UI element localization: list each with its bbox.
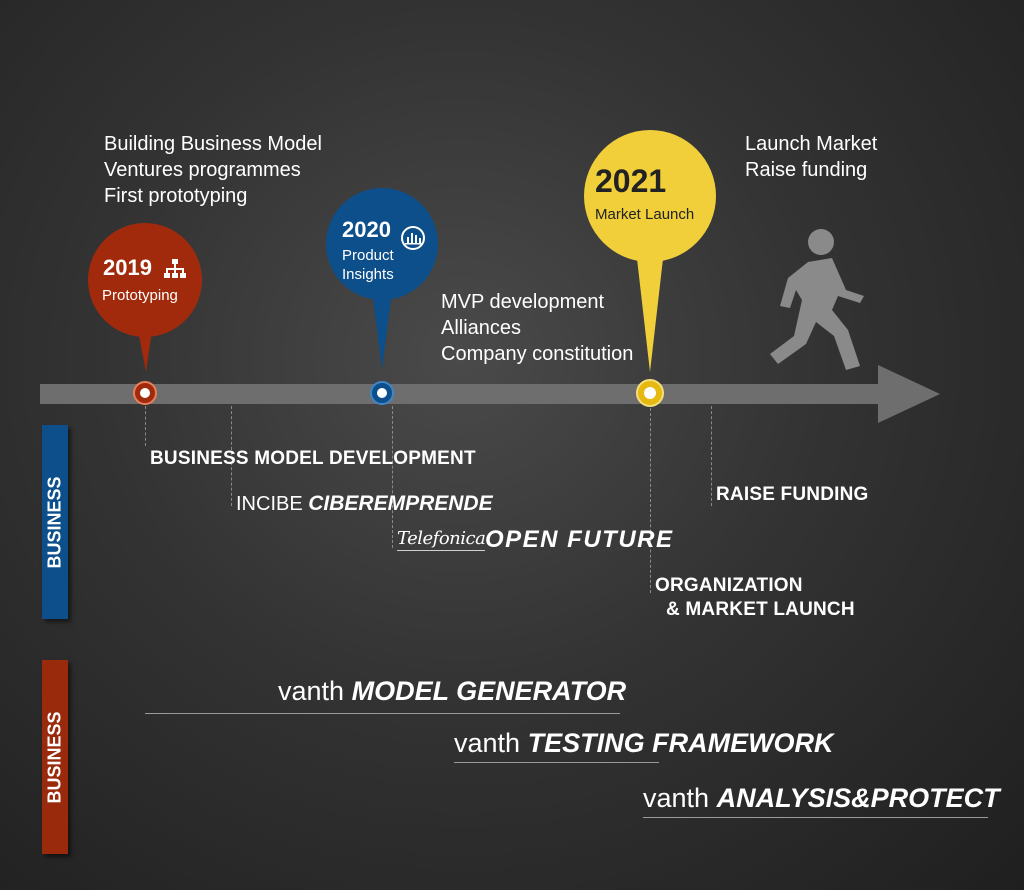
- guide-line: [231, 406, 232, 506]
- notes-2019: Building Business Model Ventures program…: [104, 133, 322, 207]
- pin-2020: [326, 188, 438, 370]
- product-underline: [145, 713, 620, 714]
- guide-line: [650, 408, 651, 593]
- year-2019: 2019: [103, 255, 152, 280]
- milestone-label-2021: Market Launch: [595, 206, 695, 223]
- business-model-development: BUSINESS MODEL DEVELOPMENT: [150, 448, 476, 469]
- ciberemprende-logo: CIBEREMPRENDE: [308, 492, 493, 515]
- guide-line: [711, 406, 712, 506]
- pin-2021: [584, 130, 716, 372]
- org-chart-icon: [164, 259, 186, 278]
- bar-chart-icon: [401, 226, 425, 250]
- open-future-logo: OPEN FUTURE: [485, 526, 674, 553]
- notes-2021: Launch Market Raise funding: [745, 133, 878, 181]
- guide-line: [145, 406, 146, 446]
- product-testing-framework: vanth TESTING FRAMEWORK: [454, 728, 834, 758]
- product-underline: [454, 762, 659, 763]
- milestone-label-2020: Product Insights: [342, 247, 394, 283]
- product-underline: [643, 817, 988, 818]
- incibe-label: INCIBE: [236, 493, 303, 515]
- year-2021: 2021: [595, 163, 667, 199]
- guide-line: [392, 406, 393, 548]
- walking-person-icon: [770, 229, 864, 370]
- pin-2019: [88, 223, 202, 372]
- product-analysis-protect: vanth ANALYSIS&PROTECT: [643, 783, 1000, 813]
- milestone-label-2019: Prototyping: [102, 287, 178, 304]
- side-label-business-blue: BUSINESS: [42, 425, 68, 619]
- notes-2020: MVP development Alliances Company consti…: [441, 291, 634, 365]
- side-label-business-red: BUSINESS: [42, 660, 68, 854]
- year-2020: 2020: [342, 217, 391, 242]
- incibe-ciberemprende: INCIBE CIBEREMPRENDE: [236, 492, 493, 516]
- telefonica-logo: Telefonica: [397, 528, 486, 551]
- product-model-generator: vanth MODEL GENERATOR: [278, 676, 627, 706]
- raise-funding: RAISE FUNDING: [716, 484, 869, 505]
- organization-market-launch: ORGANIZATION & MARKET LAUNCH: [655, 575, 855, 620]
